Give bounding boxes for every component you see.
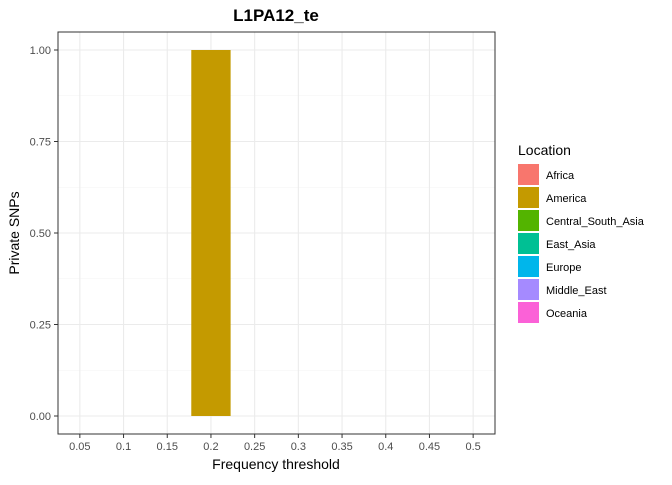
legend-label: Europe <box>546 262 581 274</box>
y-tick-label: 1.00 <box>30 45 51 57</box>
x-tick-label: 0.05 <box>69 441 90 453</box>
legend-swatch <box>518 233 539 254</box>
x-tick-label: 0.15 <box>157 441 178 453</box>
bar <box>191 50 231 416</box>
legend-swatch <box>518 210 539 231</box>
legend-items: Africa America Central_South_Asia East_Asia… <box>518 164 645 323</box>
y-axis: 0.00 0.25 0.50 0.75 1.00 <box>30 45 58 423</box>
x-tick-label: 0.25 <box>244 441 265 453</box>
y-tick-label: 0.75 <box>30 137 51 149</box>
legend-label: Middle_East <box>546 285 607 297</box>
x-tick-label: 0.45 <box>419 441 440 453</box>
legend-swatch <box>518 302 539 323</box>
y-tick-label: 0.50 <box>30 228 51 240</box>
legend-swatch <box>518 256 539 277</box>
grid-major <box>58 32 495 434</box>
legend-label: Central_South_Asia <box>546 216 645 228</box>
x-tick-label: 0.35 <box>331 441 352 453</box>
legend-swatch <box>518 187 539 208</box>
x-tick-label: 0.5 <box>466 441 481 453</box>
legend-label: Oceania <box>546 308 588 320</box>
x-axis-label: Frequency threshold <box>212 456 340 472</box>
x-tick-label: 0.3 <box>291 441 306 453</box>
y-tick-label: 0.00 <box>30 411 51 423</box>
legend-label: East_Asia <box>546 239 596 251</box>
x-tick-label: 0.1 <box>116 441 131 453</box>
x-tick-label: 0.2 <box>203 441 218 453</box>
chart-title: L1PA12_te <box>233 6 319 25</box>
x-axis: 0.05 0.1 0.15 0.2 0.25 0.3 0.35 0.4 0.45 0.5 <box>69 434 481 453</box>
legend-label: America <box>546 193 587 205</box>
legend-label: Africa <box>546 170 575 182</box>
x-tick-label: 0.4 <box>378 441 393 453</box>
bars <box>191 50 231 416</box>
legend: Location Africa America Central_South_Asia… <box>518 142 645 323</box>
grid-minor <box>58 95 495 371</box>
y-axis-label: Private SNPs <box>6 191 22 274</box>
legend-swatch <box>518 164 539 185</box>
legend-title: Location <box>518 142 571 158</box>
y-tick-label: 0.25 <box>30 320 51 332</box>
legend-swatch <box>518 279 539 300</box>
